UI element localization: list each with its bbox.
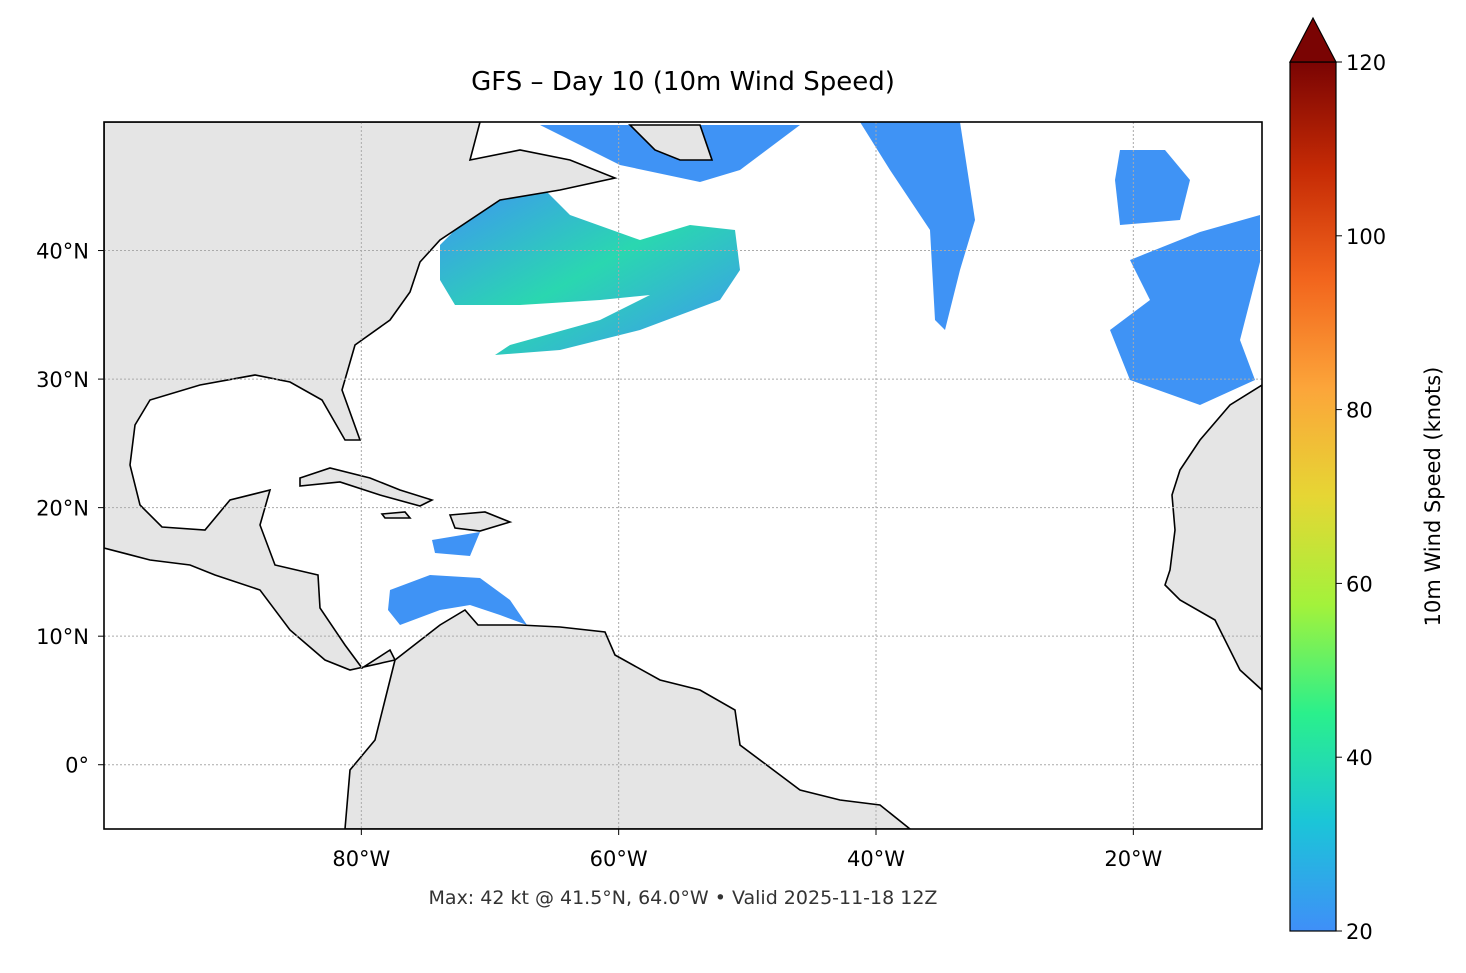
colorbar: [1289, 61, 1337, 932]
colorbar-tick-label: 80: [1346, 399, 1373, 423]
y-tick-label: 40°N: [36, 240, 89, 264]
map-title: GFS – Day 10 (10m Wind Speed): [471, 67, 895, 97]
cuba: [299, 467, 435, 507]
x-tick-label: 40°W: [847, 847, 905, 871]
newfoundland: [628, 124, 714, 161]
x-tick-label: 60°W: [590, 847, 648, 871]
colorbar-tick-label: 120: [1346, 51, 1386, 75]
wind-blob: [388, 575, 527, 625]
north-america: [104, 122, 618, 671]
map-frame: [103, 121, 1263, 830]
colorbar-tick-label: 60: [1346, 572, 1373, 596]
colorbar-tick-label: 100: [1346, 225, 1386, 249]
wind-field: [388, 122, 1260, 625]
colorbar-tick-label: 40: [1346, 746, 1373, 770]
south-america: [344, 608, 912, 829]
y-tick-label: 0°: [65, 754, 89, 778]
footnote: Max: 42 kt @ 41.5°N, 64.0°W • Valid 2025…: [429, 887, 938, 909]
africa: [1164, 384, 1262, 692]
y-tick-label: 30°N: [36, 368, 89, 392]
colorbar-tick-label: 20: [1346, 920, 1373, 944]
colorbar-extend: [1289, 16, 1337, 63]
map-area: [104, 122, 1262, 829]
x-tick-label: 80°W: [332, 847, 390, 871]
land: [104, 122, 1262, 829]
colorbar-label: 10m Wind Speed (knots): [1421, 367, 1445, 627]
hispaniola: [448, 511, 513, 532]
x-tick-label: 20°W: [1104, 847, 1162, 871]
y-tick-label: 10°N: [36, 625, 89, 649]
jamaica: [380, 511, 412, 519]
wind-blob: [440, 185, 740, 355]
wind-blob: [432, 532, 480, 556]
y-tick-label: 20°N: [36, 497, 89, 521]
wind-blob: [1110, 215, 1260, 405]
wind-blob: [860, 122, 975, 330]
